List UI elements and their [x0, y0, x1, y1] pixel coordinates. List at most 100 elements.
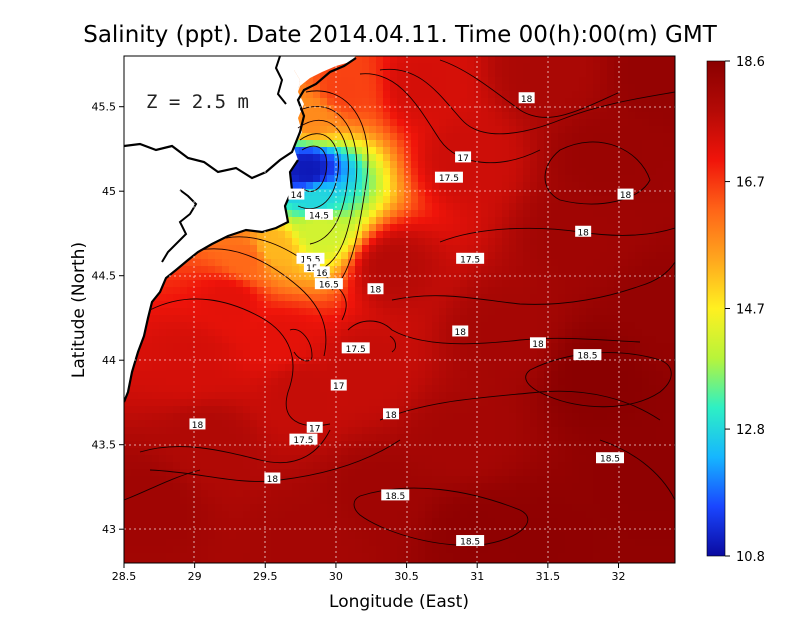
field-cell	[173, 308, 181, 316]
field-cell	[180, 294, 188, 302]
field-cell	[523, 462, 531, 470]
field-cell	[341, 420, 349, 428]
field-cell	[257, 322, 265, 330]
field-cell	[390, 441, 398, 449]
field-cell	[229, 350, 237, 358]
field-cell	[565, 112, 573, 120]
field-cell	[425, 280, 433, 288]
field-cell	[215, 441, 223, 449]
field-cell	[537, 154, 545, 162]
field-cell	[243, 476, 251, 484]
field-cell	[348, 105, 356, 113]
field-cell	[152, 427, 160, 435]
field-cell	[607, 126, 615, 134]
field-cell	[313, 329, 321, 337]
field-cell	[635, 385, 643, 393]
field-cell	[656, 469, 664, 477]
field-cell	[446, 322, 454, 330]
field-cell	[348, 231, 356, 239]
field-cell	[411, 238, 419, 246]
field-cell	[278, 336, 286, 344]
field-cell	[663, 70, 671, 78]
field-cell	[474, 182, 482, 190]
field-cell	[656, 63, 664, 71]
field-cell	[173, 441, 181, 449]
field-cell	[544, 280, 552, 288]
field-cell	[194, 301, 202, 309]
field-cell	[376, 413, 384, 421]
field-cell	[621, 63, 629, 71]
field-cell	[502, 329, 510, 337]
field-cell	[642, 413, 650, 421]
field-cell	[467, 315, 475, 323]
field-cell	[565, 84, 573, 92]
field-cell	[173, 371, 181, 379]
field-cell	[537, 98, 545, 106]
field-cell	[628, 301, 636, 309]
field-cell	[628, 196, 636, 204]
field-cell	[537, 427, 545, 435]
field-cell	[432, 133, 440, 141]
field-cell	[544, 441, 552, 449]
field-cell	[460, 147, 468, 155]
field-cell	[404, 203, 412, 211]
field-cell	[313, 245, 321, 253]
field-cell	[488, 154, 496, 162]
field-cell	[453, 308, 461, 316]
field-cell	[166, 490, 174, 498]
field-cell	[516, 329, 524, 337]
field-cell	[537, 175, 545, 183]
field-cell	[607, 280, 615, 288]
field-cell	[453, 98, 461, 106]
field-cell	[593, 357, 601, 365]
field-cell	[495, 98, 503, 106]
field-cell	[369, 301, 377, 309]
field-cell	[348, 434, 356, 442]
field-cell	[348, 406, 356, 414]
field-cell	[614, 420, 622, 428]
field-cell	[271, 448, 279, 456]
field-cell	[607, 245, 615, 253]
field-cell	[383, 462, 391, 470]
field-cell	[607, 308, 615, 316]
field-cell	[355, 378, 363, 386]
field-cell	[257, 294, 265, 302]
field-cell	[278, 294, 286, 302]
field-cell	[411, 203, 419, 211]
field-cell	[439, 315, 447, 323]
field-cell	[390, 147, 398, 155]
field-cell	[446, 154, 454, 162]
field-cell	[670, 70, 675, 78]
field-cell	[460, 126, 468, 134]
field-cell	[124, 469, 132, 477]
field-cell	[495, 462, 503, 470]
field-cell	[418, 294, 426, 302]
field-cell	[586, 98, 594, 106]
field-cell	[355, 231, 363, 239]
field-cell	[306, 140, 314, 148]
field-cell	[320, 462, 328, 470]
field-cell	[194, 266, 202, 274]
field-cell	[180, 364, 188, 372]
field-cell	[502, 336, 510, 344]
field-cell	[439, 364, 447, 372]
field-cell	[425, 315, 433, 323]
field-cell	[614, 322, 622, 330]
field-cell	[572, 294, 580, 302]
field-cell	[341, 245, 349, 253]
field-cell	[194, 280, 202, 288]
field-cell	[502, 385, 510, 393]
field-cell	[663, 357, 671, 365]
field-cell	[614, 441, 622, 449]
field-cell	[306, 126, 314, 134]
field-cell	[152, 336, 160, 344]
field-cell	[467, 448, 475, 456]
field-cell	[187, 483, 195, 491]
field-cell	[649, 483, 657, 491]
field-cell	[236, 462, 244, 470]
field-cell	[663, 287, 671, 295]
field-cell	[446, 350, 454, 358]
field-cell	[670, 308, 675, 316]
field-cell	[593, 322, 601, 330]
field-cell	[579, 77, 587, 85]
